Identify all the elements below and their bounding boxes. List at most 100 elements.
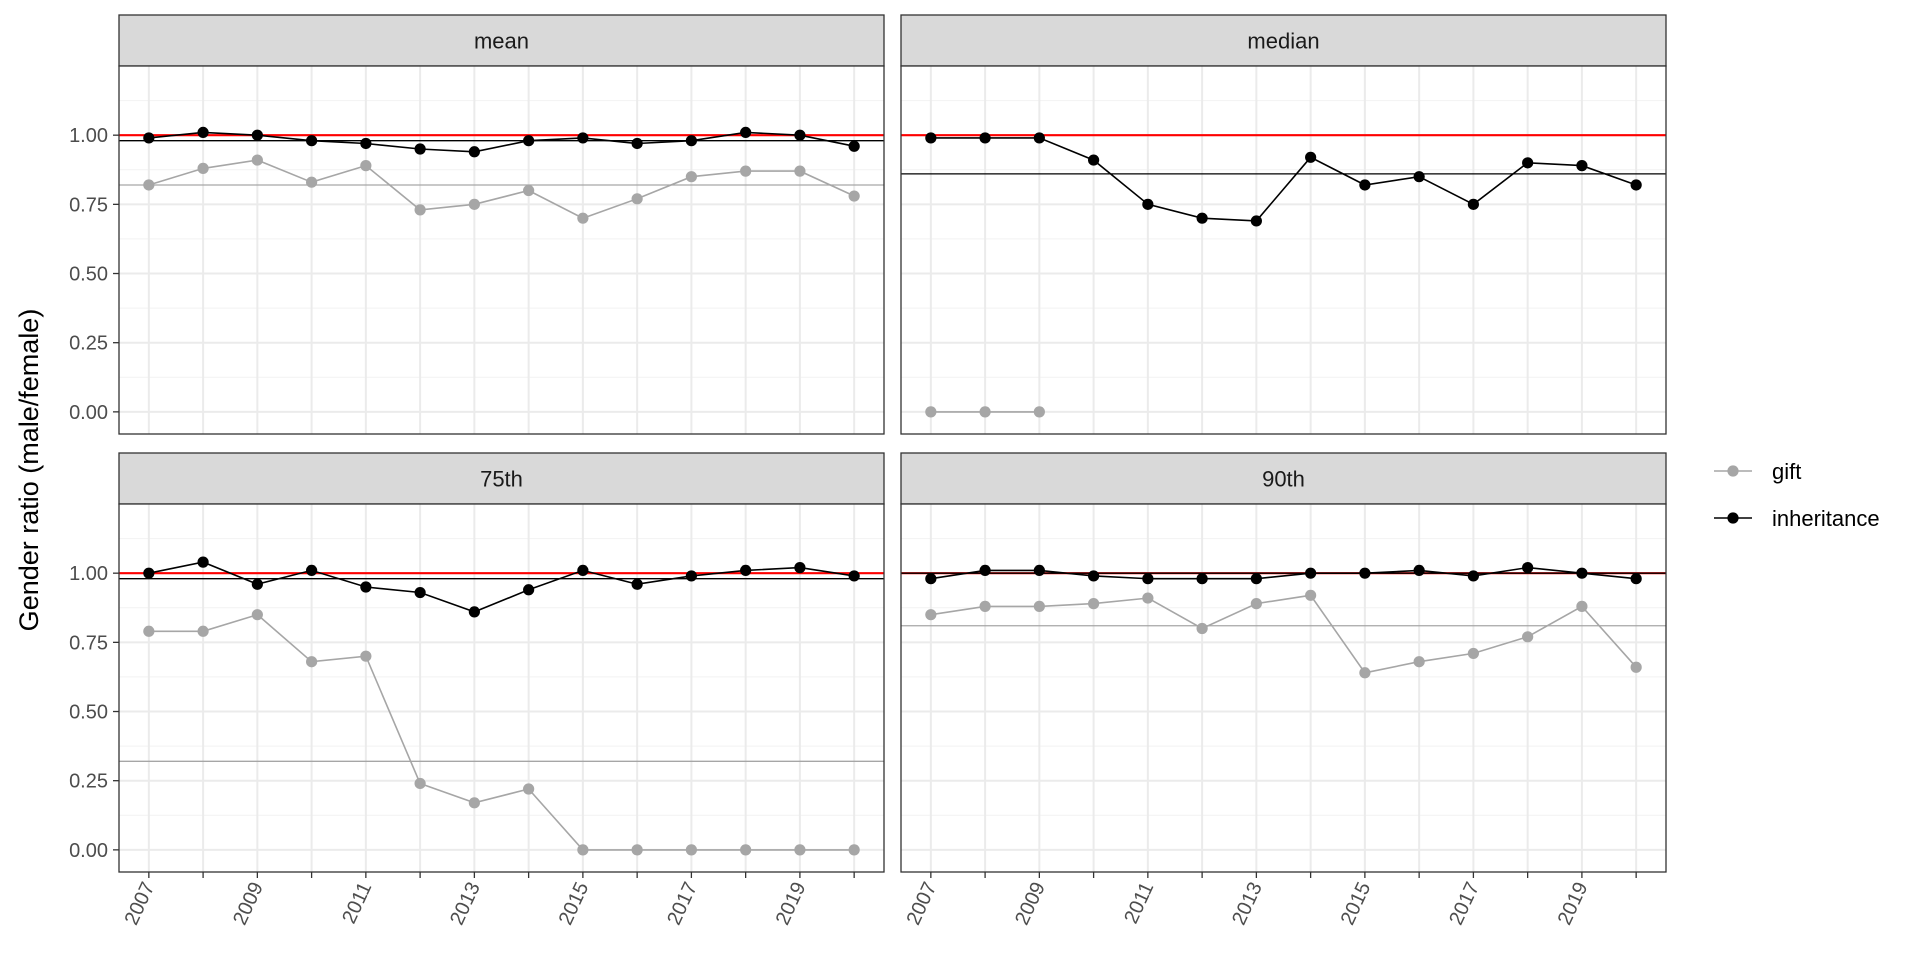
plot-background — [119, 66, 884, 434]
data-point-inheritance — [414, 143, 426, 155]
data-point-gift — [794, 844, 806, 856]
data-point-inheritance — [1630, 179, 1642, 191]
strip-title: 90th — [1262, 467, 1305, 492]
data-point-inheritance — [740, 126, 752, 139]
data-point-inheritance — [1250, 215, 1262, 227]
strip-title: 75th — [480, 467, 523, 492]
data-point-inheritance — [848, 570, 860, 582]
data-point-gift — [979, 406, 991, 418]
data-point-inheritance — [1250, 573, 1262, 585]
data-point-inheritance — [1576, 567, 1588, 579]
data-point-inheritance — [631, 137, 643, 150]
data-point-inheritance — [143, 567, 155, 579]
legend-key-point-inheritance — [1727, 512, 1739, 524]
data-point-inheritance — [848, 140, 860, 152]
data-point-gift — [1467, 647, 1479, 660]
data-point-gift — [577, 844, 589, 856]
data-point-gift — [414, 777, 426, 790]
data-point-gift — [925, 406, 937, 418]
series-line-inheritance — [148, 561, 855, 613]
data-point-inheritance — [685, 570, 697, 582]
data-point-inheritance — [1630, 573, 1642, 585]
facet-panels: mean 0.00 0.25 0.50 0.75 1.00 median 75th 0.00 0.… — [69, 14, 1667, 928]
data-point-inheritance — [197, 556, 209, 568]
data-point-inheritance — [468, 146, 480, 158]
plot-background — [901, 504, 1666, 872]
data-point-inheritance — [577, 132, 589, 144]
data-point-gift — [1305, 589, 1317, 601]
series-line-gift — [148, 613, 855, 851]
data-point-inheritance — [1196, 573, 1208, 585]
data-point-gift — [1033, 406, 1045, 418]
data-point-inheritance — [1359, 567, 1371, 579]
data-point-inheritance — [1467, 198, 1479, 210]
data-point-gift — [523, 783, 535, 795]
legend-item-gift: gift — [1714, 459, 1801, 484]
data-point-gift — [577, 212, 589, 224]
data-point-inheritance — [414, 586, 426, 599]
data-point-gift — [794, 165, 806, 177]
data-point-inheritance — [631, 578, 643, 590]
data-point-gift — [1630, 661, 1642, 673]
data-point-inheritance — [360, 581, 372, 593]
panel-border — [118, 503, 885, 873]
series-line-inheritance — [930, 566, 1637, 580]
data-point-gift — [925, 609, 937, 621]
data-point-inheritance — [143, 132, 155, 144]
data-point-gift — [848, 844, 860, 856]
data-point-gift — [197, 625, 209, 637]
data-point-inheritance — [794, 562, 806, 574]
data-point-gift — [979, 600, 991, 612]
data-point-inheritance — [925, 132, 937, 144]
data-point-inheritance — [1522, 562, 1534, 574]
y-tick-label: 0.75 — [69, 632, 108, 654]
data-point-inheritance — [1413, 171, 1425, 183]
y-tick-label: 1.00 — [69, 125, 108, 147]
data-point-gift — [523, 184, 535, 197]
data-point-inheritance — [1033, 564, 1045, 577]
y-tick-label: 0.25 — [69, 771, 108, 793]
data-point-inheritance — [306, 135, 318, 147]
data-point-gift — [414, 204, 426, 216]
data-point-gift — [251, 609, 263, 621]
data-point-inheritance — [306, 564, 318, 577]
data-point-gift — [1413, 656, 1425, 668]
data-point-inheritance — [1033, 132, 1045, 144]
legend-label-inheritance: inheritance — [1772, 506, 1880, 531]
plot-background — [901, 66, 1666, 434]
data-point-gift — [468, 797, 480, 809]
data-point-gift — [143, 625, 155, 637]
data-point-gift — [1142, 592, 1154, 604]
data-point-gift — [685, 844, 697, 856]
data-point-gift — [1359, 667, 1371, 679]
data-point-inheritance — [523, 135, 535, 147]
data-point-inheritance — [979, 132, 991, 144]
data-point-gift — [360, 650, 372, 662]
data-point-inheritance — [1305, 567, 1317, 579]
data-point-inheritance — [1413, 564, 1425, 577]
data-point-inheritance — [1196, 212, 1208, 224]
data-point-inheritance — [740, 564, 752, 577]
data-point-gift — [1250, 598, 1262, 610]
data-point-inheritance — [468, 606, 480, 618]
data-point-gift — [1196, 622, 1208, 635]
data-point-inheritance — [685, 135, 697, 147]
data-point-inheritance — [1088, 154, 1100, 166]
strip-title: mean — [474, 29, 529, 54]
strip-90th — [900, 452, 1667, 505]
data-point-inheritance — [979, 564, 991, 577]
data-point-gift — [468, 198, 480, 210]
data-point-gift — [251, 154, 263, 166]
data-point-gift — [306, 656, 318, 668]
y-axis-title: Gender ratio (male/female) — [14, 309, 44, 632]
panel-border — [118, 65, 885, 435]
data-point-gift — [197, 162, 209, 174]
series-line-gift — [148, 159, 855, 220]
data-point-inheritance — [925, 573, 937, 585]
data-point-gift — [685, 171, 697, 183]
strip-75th — [118, 452, 885, 505]
data-point-gift — [848, 190, 860, 202]
panel-border — [900, 65, 1667, 435]
